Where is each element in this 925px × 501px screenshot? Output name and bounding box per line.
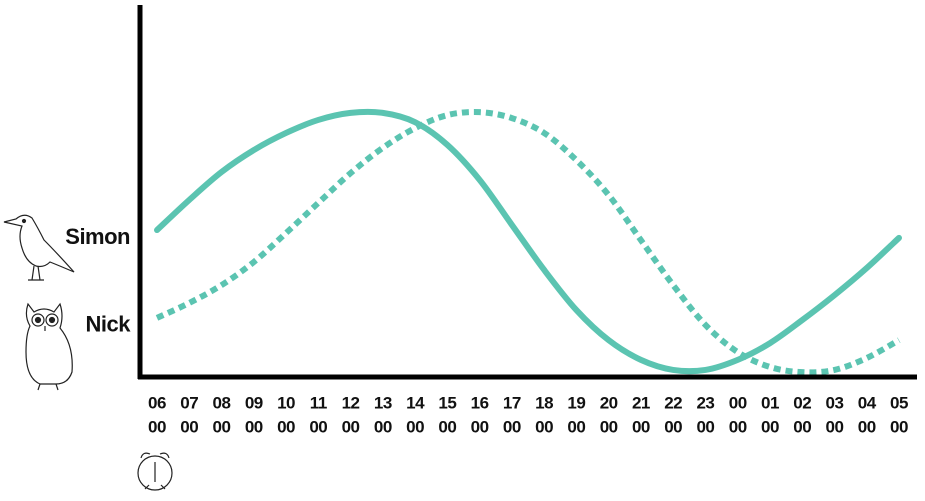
x-tick-label: 16 — [471, 393, 489, 412]
x-tick-label: 00 — [858, 417, 876, 436]
series-label: Nick — [86, 312, 132, 337]
x-tick-label: 01 — [761, 393, 779, 412]
x-tick-label: 00 — [793, 417, 811, 436]
x-tick-label: 00 — [245, 417, 263, 436]
series-label: Simon — [65, 224, 130, 249]
bird-icon — [3, 214, 75, 281]
x-tick-label: 00 — [729, 393, 747, 412]
x-tick-label: 00 — [148, 417, 166, 436]
x-tick-label: 03 — [826, 393, 844, 412]
x-tick-label: 02 — [793, 393, 811, 412]
x-tick-label: 00 — [664, 417, 682, 436]
x-tick-label: 00 — [890, 417, 908, 436]
x-tick-label: 14 — [406, 393, 425, 412]
x-tick-label: 00 — [632, 417, 650, 436]
series-line — [154, 108, 902, 375]
x-tick-label: 00 — [696, 417, 714, 436]
x-tick-label: 00 — [729, 417, 747, 436]
x-tick-label: 00 — [277, 417, 295, 436]
x-tick-label: 20 — [600, 393, 618, 412]
x-tick-label: 00 — [309, 417, 327, 436]
x-tick-label: 09 — [245, 393, 263, 412]
x-tick-label: 10 — [277, 393, 295, 412]
x-tick-label: 00 — [503, 417, 521, 436]
x-tick-label: 15 — [438, 393, 456, 412]
x-tick-label: 00 — [342, 417, 360, 436]
x-tick-label: 00 — [600, 417, 618, 436]
owl-icon — [25, 302, 73, 391]
x-tick-label: 04 — [858, 393, 877, 412]
x-tick-label: 00 — [374, 417, 392, 436]
x-tick-label: 00 — [213, 417, 231, 436]
x-tick-label: 08 — [213, 393, 231, 412]
x-tick-label: 05 — [890, 393, 908, 412]
x-tick-label: 13 — [374, 393, 392, 412]
x-tick-label: 00 — [438, 417, 456, 436]
clock-icon — [137, 452, 173, 491]
x-tick-label: 00 — [406, 417, 424, 436]
x-tick-label: 00 — [567, 417, 585, 436]
x-tick-label: 11 — [310, 393, 327, 412]
x-tick-label: 00 — [826, 417, 844, 436]
x-tick-label: 06 — [148, 393, 166, 412]
x-tick-label: 19 — [567, 393, 585, 412]
x-tick-label: 22 — [664, 393, 682, 412]
x-tick-label: 00 — [761, 417, 779, 436]
x-tick-label: 00 — [471, 417, 489, 436]
x-tick-label: 07 — [180, 393, 198, 412]
x-tick-label: 12 — [342, 393, 360, 412]
x-tick-label: 00 — [535, 417, 553, 436]
x-tick-label: 18 — [535, 393, 553, 412]
x-tick-label: 17 — [503, 393, 521, 412]
x-tick-label: 00 — [180, 417, 198, 436]
x-tick-label: 23 — [696, 393, 714, 412]
x-tick-label: 21 — [632, 393, 650, 412]
